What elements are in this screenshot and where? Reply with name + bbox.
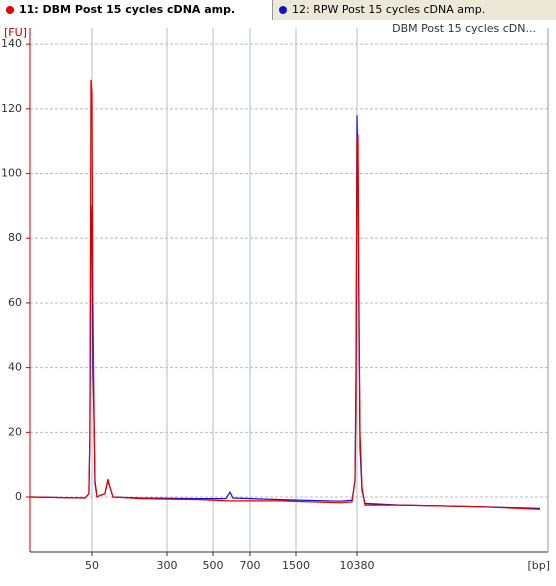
x-tick-label: 700: [240, 559, 261, 572]
dot: [6, 6, 14, 14]
y-tick-label: 20: [8, 425, 22, 438]
x-tick-label: 300: [157, 559, 178, 572]
x-axis-label: [bp]: [527, 559, 550, 572]
x-tick-label: 1500: [282, 559, 310, 572]
y-tick-label: 100: [1, 167, 22, 180]
tab-label: 11: DBM Post 15 cycles cDNA amp.: [19, 3, 236, 16]
y-tick-label: 40: [8, 361, 22, 374]
y-tick-label: 120: [1, 102, 22, 115]
series-line: [29, 79, 541, 510]
x-tick-label: 50: [85, 559, 99, 572]
y-tick-label: 60: [8, 296, 22, 309]
tab[interactable]: 12: RPW Post 15 cycles cDNA amp.: [273, 0, 485, 20]
tab-bar: 11: DBM Post 15 cycles cDNA amp. 12: RPW…: [0, 0, 556, 21]
chart: [FU] [bp] DBM Post 15 cycles cDN... 0 20 4…: [0, 20, 556, 586]
x-tick-label: 500: [203, 559, 224, 572]
legend: DBM Post 15 cycles cDN...: [392, 22, 536, 35]
y-tick-label: 0: [15, 490, 22, 503]
tab[interactable]: 11: DBM Post 15 cycles cDNA amp.: [0, 0, 273, 20]
y-tick-label: 80: [8, 231, 22, 244]
tab-label: 12: RPW Post 15 cycles cDNA amp.: [292, 3, 486, 16]
dot: [279, 6, 287, 14]
y-axis-label: [FU]: [4, 26, 27, 39]
x-tick-label: 10380: [340, 559, 375, 572]
y-tick-label: 140: [1, 37, 22, 50]
